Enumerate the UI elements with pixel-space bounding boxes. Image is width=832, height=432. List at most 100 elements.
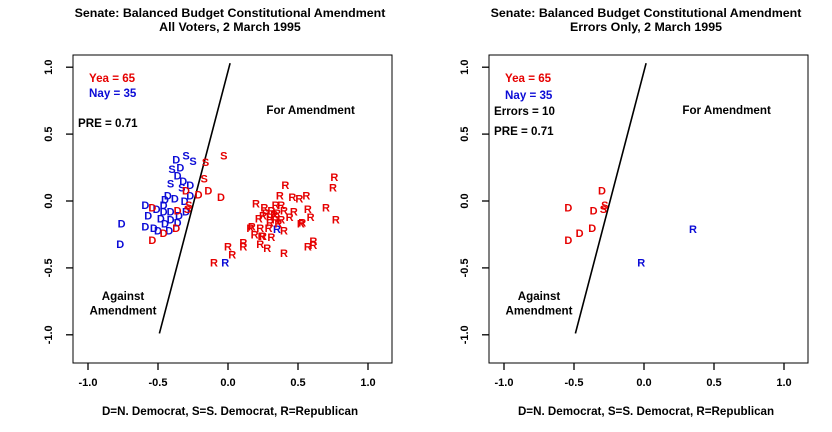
data-point-yea: R (239, 241, 247, 253)
data-point-yea: D (148, 235, 156, 247)
data-point-yea: R (266, 217, 274, 229)
y-tick-label: -0.5 (43, 258, 55, 277)
x-axis-label: D=N. Democrat, S=S. Democrat, R=Republic… (518, 405, 774, 418)
data-point-yea: R (298, 217, 306, 229)
data-point-yea: R (272, 215, 280, 227)
data-point-yea: S (601, 200, 608, 212)
data-point-yea: R (259, 211, 267, 223)
data-point-nay: R (221, 258, 229, 270)
data-point-nay: D (174, 171, 182, 183)
data-point-nay: D (165, 225, 173, 237)
data-point-yea: R (256, 239, 264, 251)
data-point-yea: D (160, 228, 168, 240)
x-tick-label: -0.5 (149, 377, 168, 389)
data-point-nay: D (172, 155, 180, 167)
data-point-nay: D (160, 207, 168, 219)
data-point-yea: S (202, 157, 209, 169)
data-point-yea: R (307, 212, 315, 224)
data-point-yea: D (148, 203, 156, 215)
data-point-yea: R (239, 237, 247, 249)
y-tick-label: -1.0 (43, 325, 55, 344)
data-point-yea: R (281, 180, 289, 192)
data-point-nay: S (168, 164, 175, 176)
plot-panel-errors-only: Senate: Balanced Budget Constitutional A… (416, 0, 832, 432)
data-point-yea: R (309, 240, 317, 252)
data-point-nay: D (160, 200, 168, 212)
data-point-nay: D (167, 207, 175, 219)
data-point-yea: R (272, 200, 280, 212)
region-label: Amendment (90, 305, 157, 318)
data-point-yea: D (576, 228, 584, 240)
scatter-plot-all-voters: Senate: Balanced Budget Constitutional A… (43, 6, 393, 418)
data-point-nay: D (186, 191, 194, 203)
scatter-plot-errors-only: Senate: Balanced Budget Constitutional A… (459, 6, 809, 418)
data-point-yea: R (332, 215, 340, 227)
data-point-yea: R (304, 204, 312, 216)
data-point-yea: R (309, 236, 317, 248)
data-point-yea: S (600, 204, 607, 216)
data-point-yea: R (224, 241, 232, 253)
data-point-yea: D (598, 185, 606, 197)
data-point-yea: R (259, 231, 267, 243)
data-point-yea: R (276, 191, 284, 203)
data-point-yea: S (220, 151, 227, 163)
data-point-nay: D (161, 219, 169, 231)
data-point-yea: R (210, 258, 218, 270)
y-tick-label: 0.0 (43, 193, 55, 208)
chart-subtitle: All Voters, 2 March 1995 (159, 20, 301, 34)
x-tick-label: 1.0 (360, 377, 375, 389)
data-point-nay: D (141, 221, 149, 233)
data-point-yea: R (288, 192, 296, 204)
data-point-yea: R (286, 212, 294, 224)
data-point-nay: D (144, 211, 152, 223)
chart-subtitle: Errors Only, 2 March 1995 (570, 20, 722, 34)
data-point-yea: S (201, 173, 208, 185)
data-point-yea: D (564, 235, 572, 247)
y-tick-label: -0.5 (459, 258, 471, 277)
x-tick-label: 1.0 (776, 377, 791, 389)
data-point-yea: D (590, 205, 598, 217)
data-point-yea: R (295, 193, 303, 205)
data-point-yea: R (329, 183, 337, 195)
data-point-yea: R (273, 208, 281, 220)
legend-entry: Yea = 65 (505, 72, 552, 85)
x-axis-label: D=N. Democrat, S=S. Democrat, R=Republic… (102, 405, 358, 418)
data-point-yea: R (277, 215, 285, 227)
data-point-nay: D (116, 239, 124, 251)
data-point-yea: D (172, 223, 180, 235)
data-point-yea: D (182, 185, 190, 197)
region-label: Against (518, 290, 561, 303)
data-point-nay: D (179, 176, 187, 188)
data-point-yea: D (564, 203, 572, 215)
data-point-nay: D (182, 207, 190, 219)
legend-entry: Errors = 10 (494, 105, 555, 118)
data-point-yea: R (252, 199, 260, 211)
data-point-yea: R (258, 231, 266, 243)
data-point-nay: D (161, 195, 169, 207)
plot-box (488, 54, 809, 364)
x-tick-label: 0.5 (290, 377, 305, 389)
data-point-nay: D (186, 180, 194, 192)
x-tick-label: -0.5 (565, 377, 584, 389)
data-point-yea: R (260, 203, 268, 215)
legend-entry: Nay = 35 (89, 87, 137, 100)
data-point-nay: R (689, 224, 697, 236)
data-point-yea: R (330, 172, 338, 184)
data-point-yea: R (277, 200, 285, 212)
legend-entry: PRE = 0.71 (494, 125, 554, 138)
discriminant-line (574, 62, 647, 334)
data-point-yea: R (280, 225, 288, 237)
data-point-yea: R (262, 208, 270, 220)
x-tick-label: 0.0 (636, 377, 651, 389)
region-label: Amendment (506, 305, 573, 318)
data-point-yea: R (297, 219, 305, 231)
data-point-nay: D (154, 225, 162, 237)
chart-title: Senate: Balanced Budget Constitutional A… (75, 6, 386, 20)
data-point-yea: R (255, 213, 263, 225)
data-point-yea: R (280, 205, 288, 217)
data-point-nay: D (153, 204, 161, 216)
y-tick-label: 1.0 (459, 60, 471, 75)
data-point-nay: S (178, 183, 185, 195)
data-point-nay: R (637, 258, 645, 270)
